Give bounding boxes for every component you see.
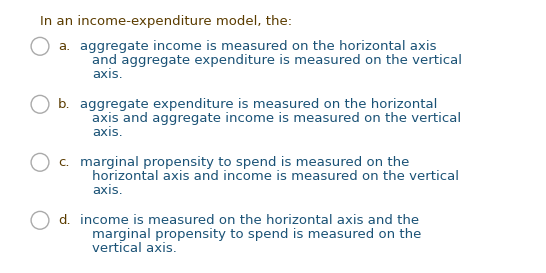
Text: aggregate income is measured on the horizontal axis: aggregate income is measured on the hori…	[80, 40, 436, 53]
Text: marginal propensity to spend is measured on the: marginal propensity to spend is measured…	[92, 228, 422, 241]
Text: horizontal axis and income is measured on the vertical: horizontal axis and income is measured o…	[92, 170, 459, 183]
Text: and aggregate expenditure is measured on the vertical: and aggregate expenditure is measured on…	[92, 54, 462, 67]
Text: c.: c.	[58, 156, 69, 169]
Text: aggregate expenditure is measured on the horizontal: aggregate expenditure is measured on the…	[80, 98, 437, 111]
Text: b.: b.	[58, 98, 70, 111]
Text: axis.: axis.	[92, 126, 123, 139]
Text: a.: a.	[58, 40, 70, 53]
Text: marginal propensity to spend is measured on the: marginal propensity to spend is measured…	[80, 156, 410, 169]
Text: In an income-expenditure model, the:: In an income-expenditure model, the:	[40, 15, 292, 28]
Text: income is measured on the horizontal axis and the: income is measured on the horizontal axi…	[80, 214, 419, 227]
Text: axis.: axis.	[92, 184, 123, 197]
Text: axis and aggregate income is measured on the vertical: axis and aggregate income is measured on…	[92, 112, 461, 125]
Text: axis.: axis.	[92, 68, 123, 81]
Text: d.: d.	[58, 214, 70, 227]
Text: vertical axis.: vertical axis.	[92, 242, 177, 255]
